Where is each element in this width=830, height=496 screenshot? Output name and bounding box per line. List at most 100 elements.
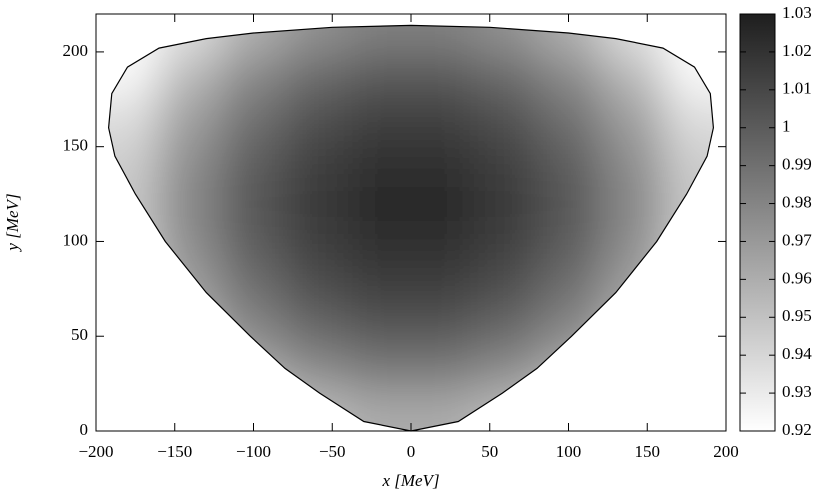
x-tick-label: −150 (157, 442, 192, 461)
heat-cell (159, 127, 223, 167)
heat-cell (600, 355, 664, 394)
heat-cell (537, 279, 601, 318)
heat-cell (285, 279, 349, 318)
heat-cell (600, 317, 664, 356)
heat-cell (411, 279, 475, 318)
heat-cell (411, 127, 475, 167)
y-tick-label: 200 (63, 41, 89, 60)
heat-cell (411, 25, 475, 53)
heat-cell (159, 355, 223, 394)
x-tick-label: −50 (319, 442, 346, 461)
heat-cell (285, 89, 349, 129)
x-tick-label: 200 (713, 442, 739, 461)
heat-cell (222, 127, 286, 167)
heat-cell (348, 241, 412, 280)
heat-cell (285, 51, 349, 91)
heat-cell (411, 51, 475, 91)
heat-cell (600, 51, 664, 91)
heat-cell (537, 355, 601, 394)
heat-cell (411, 241, 475, 280)
y-tick-label: 150 (63, 136, 89, 155)
heat-cell (285, 241, 349, 280)
heat-cell (474, 25, 538, 53)
heat-cell (285, 317, 349, 356)
heat-cell (348, 89, 412, 129)
heat-cell (600, 241, 664, 280)
heat-cell (222, 25, 286, 53)
heat-cell (474, 127, 538, 167)
x-tick-label: −100 (236, 442, 271, 461)
heat-cell (108, 241, 160, 280)
heat-cell (537, 241, 601, 280)
colorbar-tick-label: 0.98 (782, 192, 812, 211)
heat-cell (222, 165, 286, 205)
heat-cell (537, 51, 601, 91)
heat-cell (348, 165, 412, 205)
heat-cell (222, 51, 286, 91)
heat-cell (108, 89, 160, 129)
colorbar-tick-label: 0.99 (782, 155, 812, 174)
x-tick-label: −200 (78, 442, 113, 461)
colorbar-tick-label: 0.95 (782, 306, 812, 325)
heat-cell (285, 203, 349, 242)
x-tick-label: 50 (481, 442, 498, 461)
colorbar-tick-label: 1.02 (782, 41, 812, 60)
heat-cell (537, 165, 601, 205)
heat-cell (159, 89, 223, 129)
heat-cell (108, 165, 160, 205)
heat-cell (600, 127, 664, 167)
heat-cell (600, 25, 664, 53)
colorbar-tick-label: 0.97 (782, 230, 812, 249)
y-axis-label: y [MeV] (3, 193, 22, 252)
heat-cell (348, 203, 412, 242)
colorbar-tick-label: 0.93 (782, 382, 812, 401)
heat-cell (159, 25, 223, 53)
colorbar-tick-label: 0.96 (782, 268, 812, 287)
heat-cell (222, 241, 286, 280)
y-tick-label: 50 (71, 325, 88, 344)
heat-cell (108, 203, 160, 242)
heat-cell (285, 165, 349, 205)
colorbar-tick-label: 0.94 (782, 344, 812, 363)
heat-cell (108, 51, 160, 91)
heat-cell (411, 355, 475, 394)
heat-cell (222, 317, 286, 356)
heat-cell (600, 89, 664, 129)
colorbar-tick-label: 1.01 (782, 79, 812, 98)
x-tick-label: 150 (635, 442, 661, 461)
heat-cell (474, 279, 538, 318)
heat-cell (348, 279, 412, 318)
colorbar (739, 13, 776, 432)
heat-cell (474, 203, 538, 242)
heat-cell (474, 89, 538, 129)
heat-cell (159, 203, 223, 242)
heat-cell (537, 25, 601, 53)
heat-cell (348, 317, 412, 356)
x-tick-label: 100 (556, 442, 582, 461)
heat-cell (348, 355, 412, 394)
colorbar-tick-label: 1 (782, 117, 791, 136)
heat-cell (159, 165, 223, 205)
colorbar-tick-label: 0.92 (782, 420, 812, 439)
heat-cell (222, 355, 286, 394)
heat-cell (108, 25, 160, 53)
heat-cell (600, 203, 664, 242)
heat-cell (411, 203, 475, 242)
boundary (107, 24, 715, 432)
heat-cell (474, 317, 538, 356)
heat-cell (474, 165, 538, 205)
heat-cell (159, 51, 223, 91)
heatmap (108, 25, 714, 432)
heat-cell (663, 89, 714, 129)
heat-cell (159, 317, 223, 356)
heat-cell (411, 89, 475, 129)
heat-cell (600, 165, 664, 205)
heat-cell (348, 51, 412, 91)
y-tick-label: 0 (80, 420, 89, 439)
x-axis-label: x [MeV] (381, 471, 439, 490)
heat-cell (474, 51, 538, 91)
heat-cell (222, 203, 286, 242)
heat-cell (222, 89, 286, 129)
